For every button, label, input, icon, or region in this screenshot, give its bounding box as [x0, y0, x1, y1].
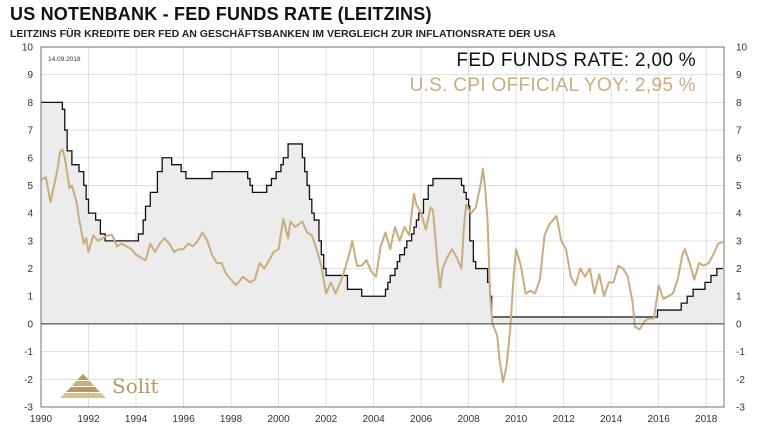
x-tick-label: 2000: [267, 414, 290, 425]
y-tick-label-left: 9: [27, 70, 33, 81]
y-tick-label-left: 1: [27, 292, 33, 303]
x-tick-label: 1996: [172, 414, 195, 425]
y-tick-label-right: 7: [736, 126, 742, 137]
y-tick-label-right: 10: [736, 43, 748, 54]
legend-fed-funds-rate: FED FUNDS RATE: 2,00 %: [456, 50, 696, 71]
y-tick-label-left: 7: [27, 126, 33, 137]
x-tick-label: 2014: [600, 414, 623, 425]
y-tick-label-right: 9: [736, 70, 742, 81]
cpi-line: [40, 148, 724, 384]
x-tick-label: 1992: [77, 414, 100, 425]
series-lines: [40, 101, 724, 384]
y-tick-label-left: 4: [27, 209, 33, 220]
x-tick-label: 2010: [505, 414, 528, 425]
y-tick-label-right: 4: [736, 209, 742, 220]
y-tick-label-left: 10: [22, 43, 34, 54]
y-tick-label-left: -1: [24, 347, 33, 358]
y-tick-label-right: 0: [736, 319, 742, 330]
pyramid-logo-icon: [60, 374, 106, 398]
y-tick-label-right: -2: [736, 375, 745, 386]
x-tick-label: 2006: [410, 414, 433, 425]
y-tick-label-left: 2: [27, 264, 33, 275]
y-tick-label-left: 6: [27, 153, 33, 164]
x-tick-label: 2012: [553, 414, 576, 425]
chart-title: US NOTENBANK - FED FUNDS RATE (LEITZINS): [10, 4, 432, 24]
y-tick-label-left: 8: [27, 98, 33, 109]
fed-fill: [41, 102, 723, 324]
x-tick-label: 2018: [695, 414, 718, 425]
tick-labels: -3 -3 -2 -2 -1 -1 0 0 1 1 2 2 3 3 4 4 5 5 6 6 7 7 8 8 9 9 10 10 1990…: [22, 43, 748, 426]
x-tick-label: 2016: [648, 414, 671, 425]
y-tick-label-right: 2: [736, 264, 742, 275]
y-tick-label-left: 0: [27, 319, 33, 330]
date-stamp: 14.09.2018: [48, 56, 81, 63]
y-tick-label-left: 3: [27, 236, 33, 247]
y-tick-label-right: -3: [736, 403, 745, 414]
y-tick-label-left: -2: [24, 375, 33, 386]
y-tick-label-right: 5: [736, 181, 742, 192]
axes: [40, 46, 725, 408]
x-tick-label: 2004: [362, 414, 385, 425]
y-tick-label-right: 3: [736, 236, 742, 247]
plot-frame: [40, 46, 725, 408]
y-tick-label-right: 6: [736, 153, 742, 164]
x-tick-label: 1998: [220, 414, 243, 425]
x-tick-label: 2002: [315, 414, 338, 425]
x-tick-label: 1990: [30, 414, 53, 425]
y-tick-label-right: 1: [736, 292, 742, 303]
y-tick-label-right: -1: [736, 347, 745, 358]
legend-cpi: U.S. CPI OFFICIAL YOY: 2,95 %: [409, 75, 696, 96]
chart-subtitle: LEITZINS FÜR KREDITE DER FED AN GESCHÄFT…: [10, 28, 556, 40]
x-tick-label: 2008: [457, 414, 480, 425]
x-tick-label: 1994: [125, 414, 148, 425]
y-tick-label-left: 5: [27, 181, 33, 192]
fed-funds-line: [41, 101, 723, 318]
fed-funds-area: [41, 102, 723, 324]
logo-text: Solit: [112, 374, 159, 398]
y-tick-label-left: -3: [24, 403, 33, 414]
y-tick-label-right: 8: [736, 98, 742, 109]
